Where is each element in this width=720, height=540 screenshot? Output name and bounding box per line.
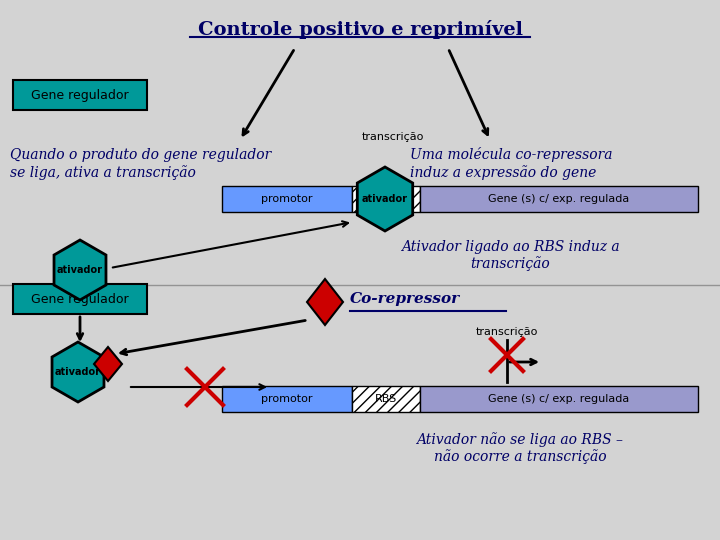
Text: ativador: ativador <box>57 265 103 275</box>
FancyBboxPatch shape <box>420 186 698 212</box>
Text: Uma molécula co-repressora: Uma molécula co-repressora <box>410 147 613 163</box>
Text: RBS: RBS <box>375 394 397 404</box>
Text: promotor: promotor <box>261 194 312 204</box>
Text: promotor: promotor <box>261 394 312 404</box>
Text: induz a expressão do gene: induz a expressão do gene <box>410 166 596 180</box>
Text: Ativador não se liga ao RBS –
não ocorre a transcrição: Ativador não se liga ao RBS – não ocorre… <box>416 432 624 464</box>
Text: Gene (s) c/ exp. regulada: Gene (s) c/ exp. regulada <box>488 394 629 404</box>
Polygon shape <box>94 347 122 381</box>
FancyBboxPatch shape <box>222 386 352 412</box>
Text: se liga, ativa a transcrição: se liga, ativa a transcrição <box>10 166 196 180</box>
FancyBboxPatch shape <box>420 386 698 412</box>
Polygon shape <box>54 240 106 300</box>
Text: ativador: ativador <box>55 367 101 377</box>
FancyBboxPatch shape <box>352 186 420 212</box>
FancyBboxPatch shape <box>352 386 420 412</box>
Text: ativador: ativador <box>362 194 408 204</box>
Text: Gene (s) c/ exp. regulada: Gene (s) c/ exp. regulada <box>488 194 629 204</box>
Text: Gene regulador: Gene regulador <box>31 293 129 306</box>
Text: Quando o produto do gene regulador: Quando o produto do gene regulador <box>10 148 271 162</box>
Polygon shape <box>52 342 104 402</box>
FancyBboxPatch shape <box>13 80 147 110</box>
Text: transcrição: transcrição <box>362 132 424 142</box>
Text: Co-repressor: Co-repressor <box>350 292 460 306</box>
Polygon shape <box>307 279 343 325</box>
FancyBboxPatch shape <box>13 284 147 314</box>
Text: Controle positivo e reprimível: Controle positivo e reprimível <box>197 20 523 39</box>
Polygon shape <box>357 167 413 231</box>
FancyBboxPatch shape <box>222 186 352 212</box>
Text: Ativador ligado ao RBS induz a
transcrição: Ativador ligado ao RBS induz a transcriç… <box>401 240 619 271</box>
Text: Gene regulador: Gene regulador <box>31 89 129 102</box>
Text: transcrição: transcrição <box>476 327 538 337</box>
